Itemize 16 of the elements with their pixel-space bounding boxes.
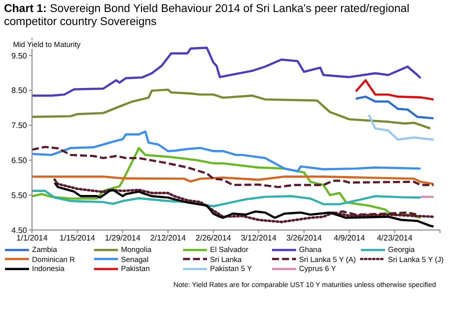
y-tick-label: 6.50 <box>11 156 28 166</box>
chart-title: Chart 1: Sovereign Bond Yield Behaviour 2014 of Sri Lanka's peer rated/regional competitor country Sovereigns <box>4 3 410 28</box>
y-tick-label: 4.50 <box>11 226 28 235</box>
x-tick-label: 1/29/2014 <box>104 234 142 243</box>
y-tick-label: 7.50 <box>11 121 28 130</box>
x-tick-label: 2/26/2014 <box>196 234 232 243</box>
y-tick-label: 9.50 <box>11 51 28 60</box>
x-tick-label: 1/1/2014 <box>16 234 48 243</box>
y-tick-label: 5.50 <box>11 190 28 200</box>
x-tick-label: 3/12/2014 <box>240 234 278 243</box>
y-tick-label: 8.50 <box>11 86 28 96</box>
x-tick-label: 4/9/2014 <box>334 234 366 243</box>
x-tick-label: 4/23/2014 <box>376 234 414 243</box>
x-tick-label: 3/26/2014 <box>286 234 322 243</box>
x-tick-label: 1/15/2014 <box>60 234 96 243</box>
x-tick-label: 2/12/2014 <box>150 234 186 243</box>
